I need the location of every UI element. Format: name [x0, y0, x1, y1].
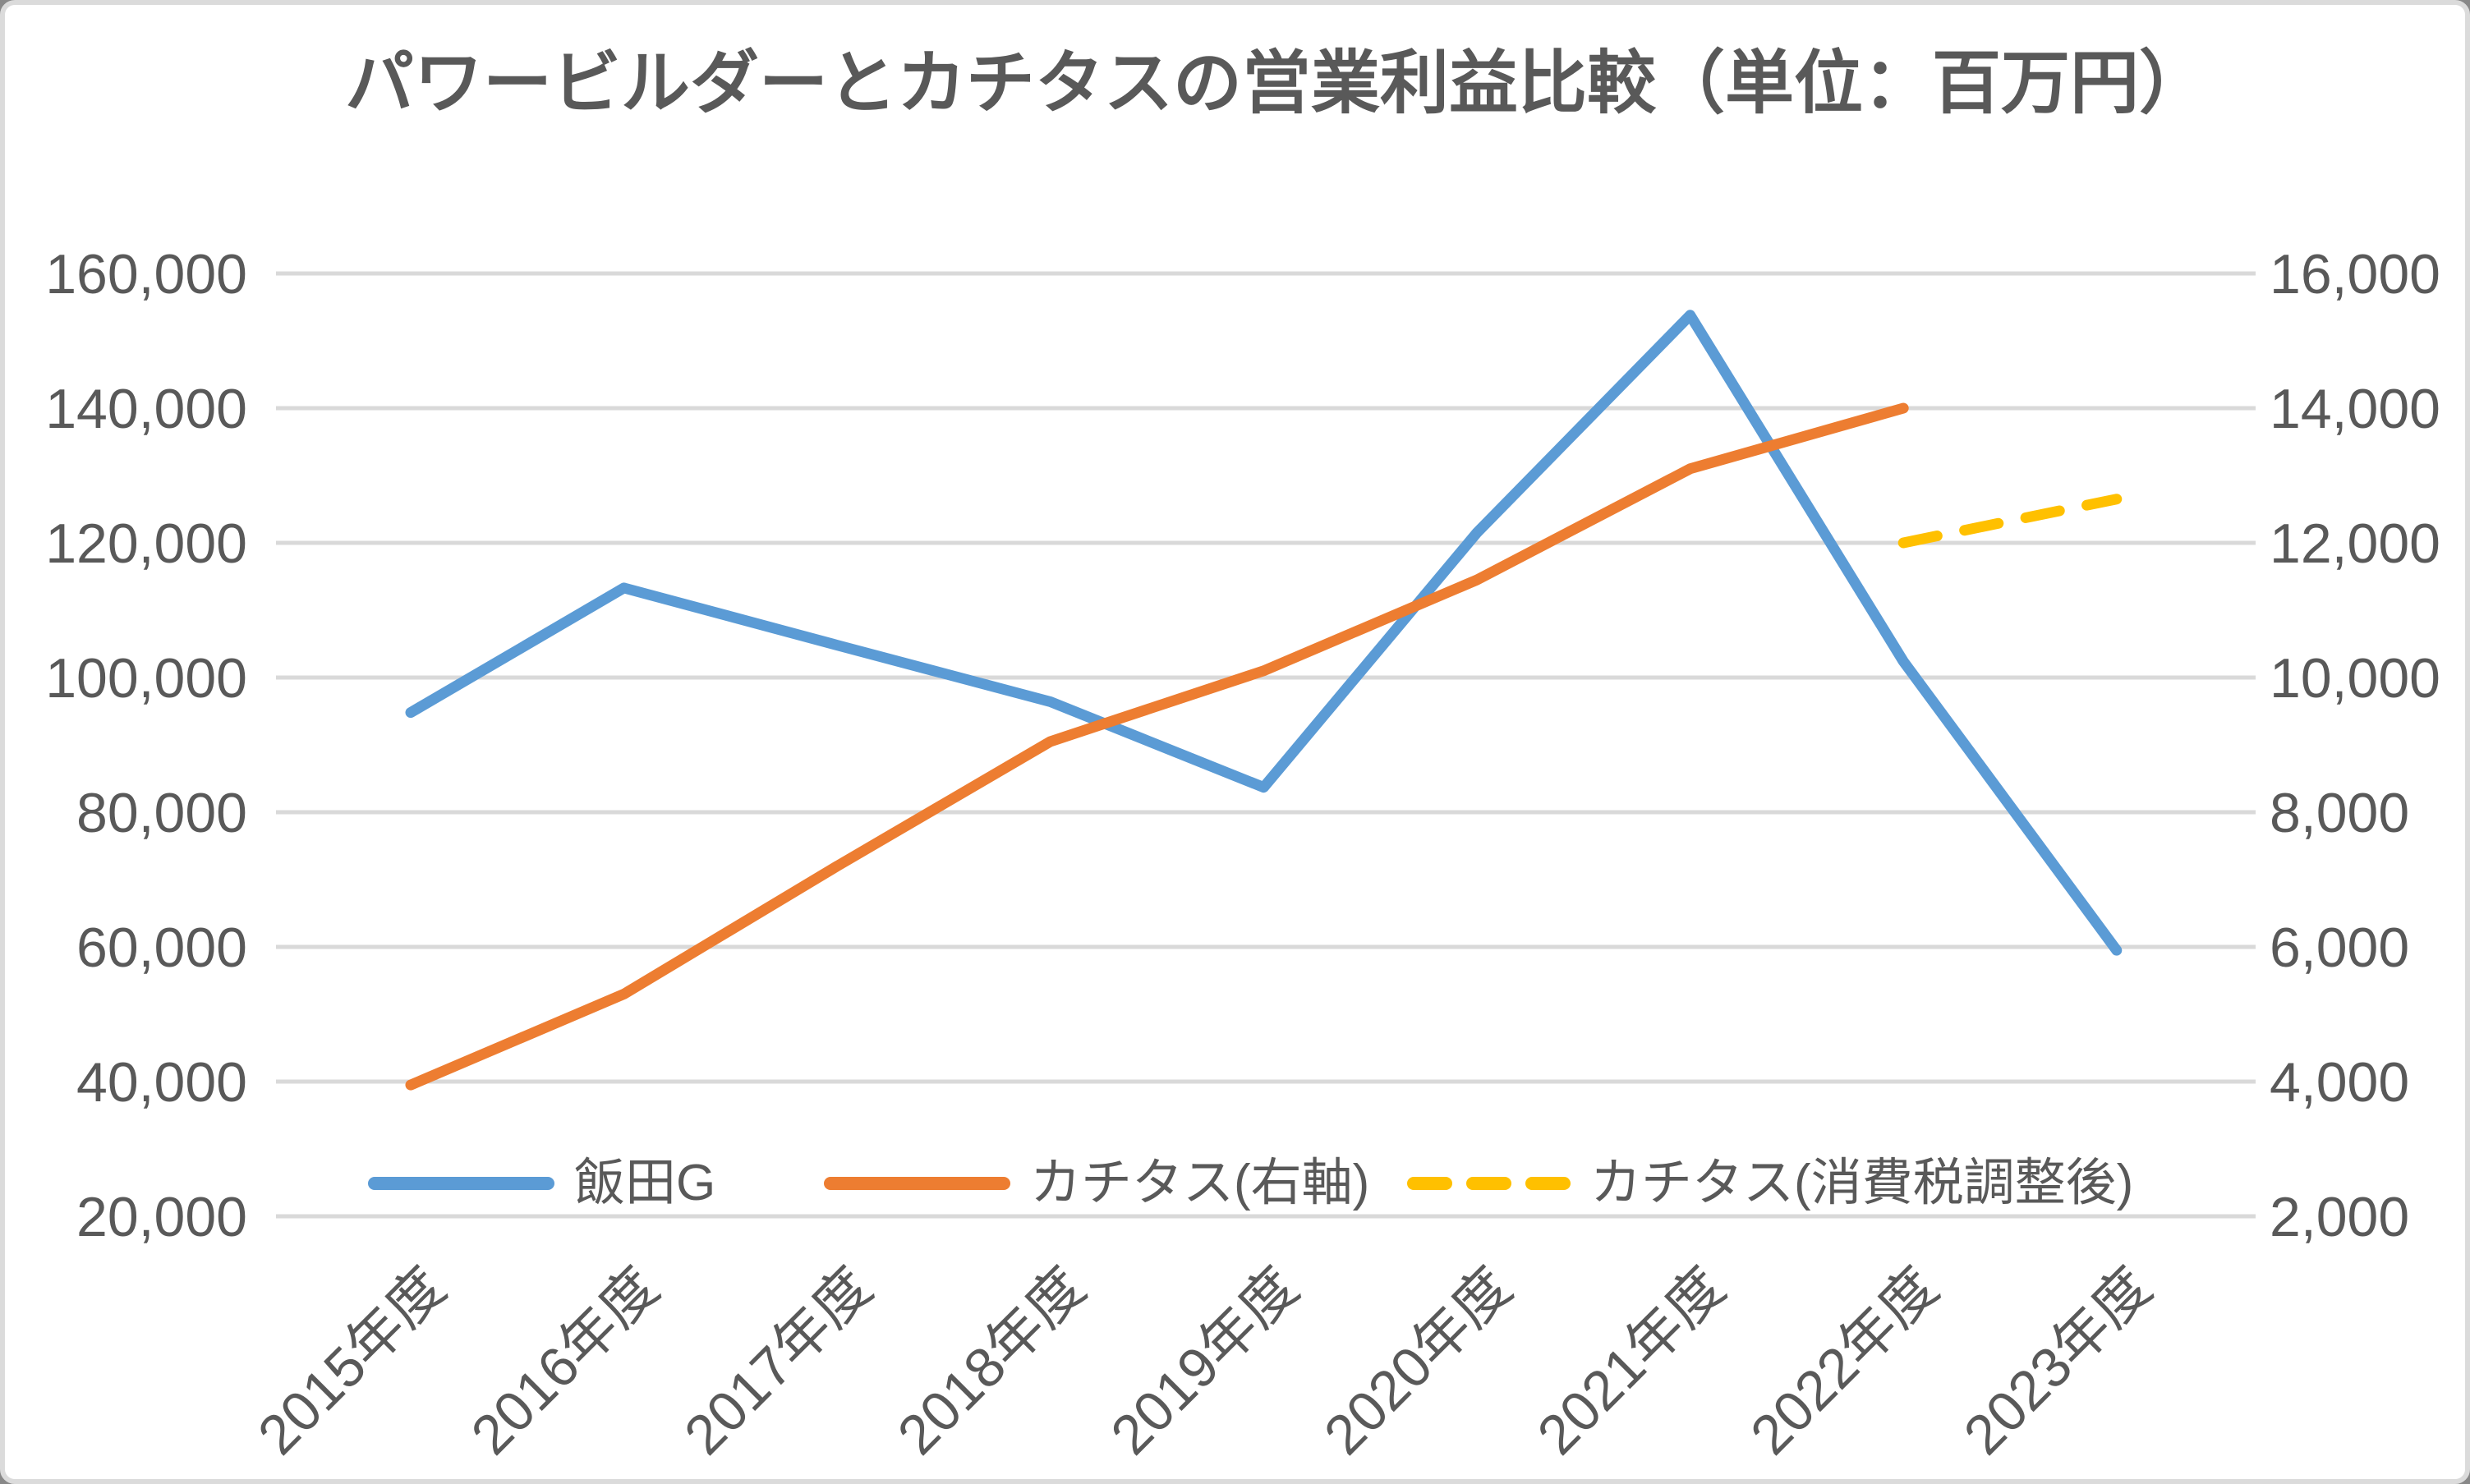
series-line-katitas — [405, 402, 1909, 1091]
right-axis-tick-label: 8,000 — [2270, 782, 2409, 844]
left-axis-tick-label: 160,000 — [45, 243, 247, 306]
left-axis-tick-label: 120,000 — [45, 512, 247, 575]
right-axis-tick-label: 6,000 — [2270, 917, 2409, 979]
chart-title: パワービルダーとカチタスの営業利益比較（単位：百万円） — [344, 44, 2209, 122]
left-axis-tick-label: 40,000 — [76, 1051, 247, 1114]
right-axis-tick-label: 10,000 — [2270, 647, 2440, 710]
x-axis-tick-label: 2017年度 — [673, 1256, 884, 1467]
x-axis-tick-label: 2022年度 — [1739, 1256, 1950, 1467]
left-axis-tick-label: 20,000 — [76, 1186, 247, 1248]
right-axis-tick-label: 12,000 — [2270, 512, 2440, 575]
right-axis-tick-label: 16,000 — [2270, 243, 2440, 306]
x-axis-tick-label: 2020年度 — [1313, 1256, 1524, 1467]
x-axis-tick-label: 2015年度 — [246, 1256, 458, 1467]
series-line-iida-g — [405, 310, 2123, 956]
left-axis-tick-label: 140,000 — [45, 378, 247, 440]
x-axis-tick-label: 2019年度 — [1099, 1256, 1310, 1467]
left-axis-tick-label: 100,000 — [45, 647, 247, 710]
left-axis-tick-label: 80,000 — [76, 782, 247, 844]
series-line-katitas-adjusted — [1897, 494, 2123, 549]
right-axis-tick-label: 2,000 — [2270, 1186, 2409, 1248]
x-axis-tick-label: 2016年度 — [459, 1256, 670, 1467]
right-axis-tick-label: 4,000 — [2270, 1051, 2409, 1114]
left-axis-tick-label: 60,000 — [76, 917, 247, 979]
x-axis-tick-label: 2018年度 — [886, 1256, 1097, 1467]
x-axis-tick-label: 2021年度 — [1525, 1256, 1736, 1467]
chart-canvas: 160,000 16,000 140,000 14,000 120,000 12,000 1… — [45, 243, 2440, 1467]
right-axis-tick-label: 14,000 — [2270, 378, 2440, 440]
x-axis-tick-label: 2023年度 — [1953, 1256, 2164, 1467]
